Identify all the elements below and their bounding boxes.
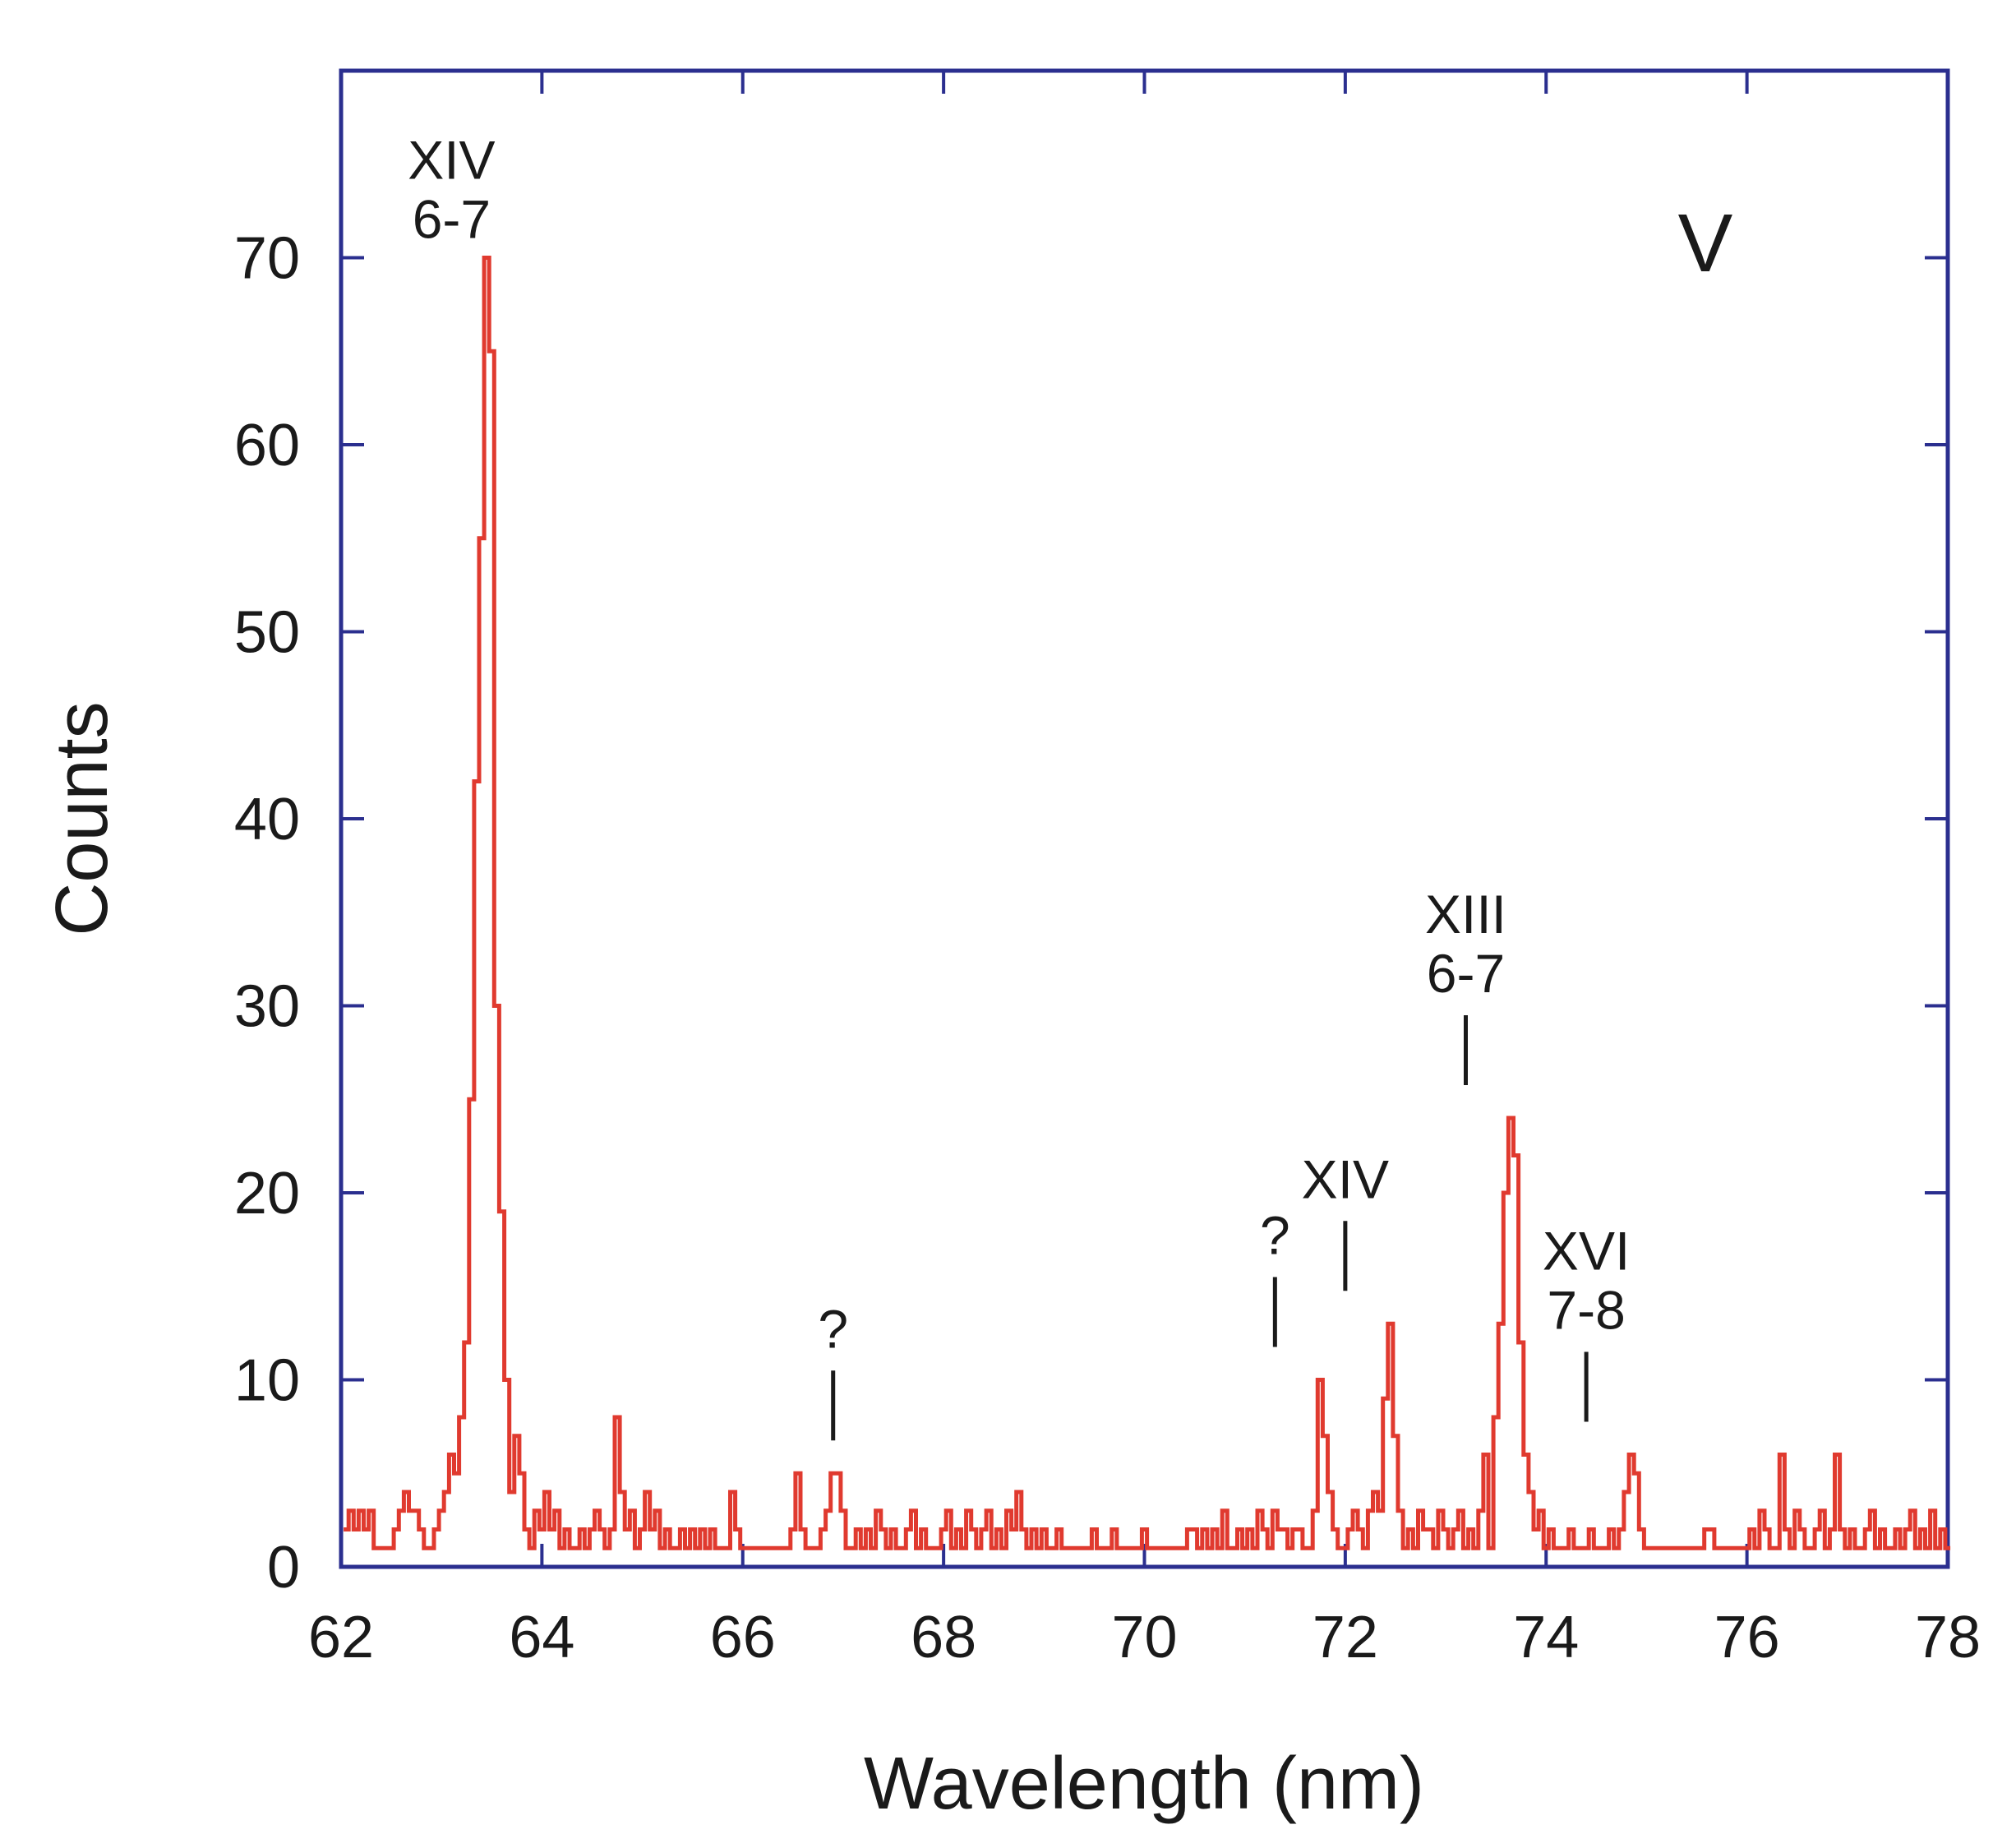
- y-tick-label: 50: [234, 600, 300, 666]
- annotation-label: ?: [1260, 1205, 1290, 1266]
- y-tick-label: 70: [234, 226, 300, 292]
- x-tick-label: 66: [710, 1605, 776, 1670]
- y-tick-label: 20: [234, 1161, 300, 1227]
- annotation-label: 6-7: [1427, 943, 1505, 1004]
- annotation-label: 6-7: [413, 189, 491, 250]
- x-tick-label: 72: [1312, 1605, 1378, 1670]
- annotation-label: 7-8: [1547, 1280, 1625, 1341]
- series-counts-line: [344, 256, 1951, 1550]
- x-tick-label: 68: [911, 1605, 976, 1670]
- x-tick-label: 70: [1111, 1605, 1177, 1670]
- y-tick-label: 60: [234, 413, 300, 478]
- y-axis-title: Counts: [41, 701, 123, 935]
- y-tick-label: 0: [267, 1535, 300, 1601]
- y-tick-label: 30: [234, 974, 300, 1040]
- x-tick-label: 62: [308, 1605, 374, 1670]
- annotation-label: XVI: [1543, 1221, 1630, 1282]
- annotation-q-66-9: ?: [818, 1298, 848, 1441]
- y-tick-label: 10: [234, 1348, 300, 1414]
- axis-ticks: [339, 71, 1949, 1568]
- annotation-q-71-3: ?: [1260, 1205, 1290, 1347]
- tick-labels: 62 64 66 68 70 72 74 76 78 0 10 20 30 40 50 60 70: [234, 226, 1981, 1671]
- x-tick-label: 64: [509, 1605, 574, 1670]
- x-tick-label: 76: [1714, 1605, 1780, 1670]
- annotation-label: XIV: [1302, 1148, 1389, 1209]
- x-tick-label: 74: [1513, 1605, 1579, 1670]
- panel-label: V: [1678, 197, 1733, 289]
- annotation-label: ?: [818, 1298, 848, 1359]
- annotation-label: XIV: [408, 130, 495, 191]
- annotation-xiv-72: XIV: [1302, 1148, 1389, 1291]
- y-tick-label: 40: [234, 787, 300, 852]
- annotation-label: XIII: [1425, 884, 1506, 945]
- x-tick-label: 78: [1915, 1605, 1981, 1670]
- x-axis-title: Wavelength (nm): [864, 1743, 1424, 1825]
- plot-frame: [339, 68, 1950, 1569]
